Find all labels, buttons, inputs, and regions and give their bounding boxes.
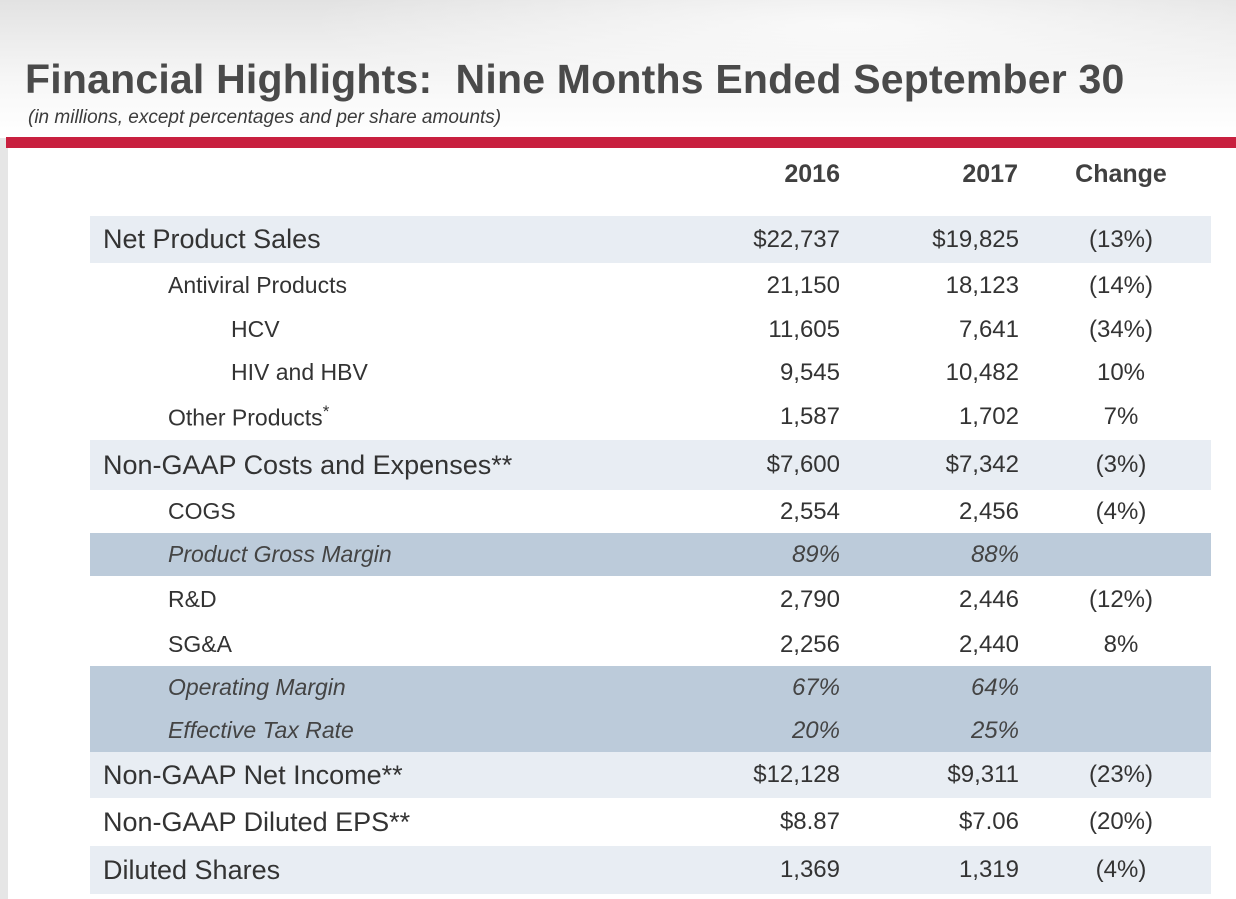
value-2016: $12,128 xyxy=(753,761,840,788)
value-2017: 7,641 xyxy=(958,315,1019,343)
value-change: (4%) xyxy=(1095,856,1147,883)
table-row: Effective Tax Rate 20% 25% xyxy=(90,709,1211,752)
value-2017: 2,456 xyxy=(958,497,1019,525)
value-2017: $9,311 xyxy=(947,761,1019,788)
row-label: Non-GAAP Net Income** xyxy=(103,759,403,790)
page-subtitle: (in millions, except percentages and per… xyxy=(28,107,502,128)
value-2017: 1,319 xyxy=(958,856,1019,883)
financial-table: Net Product Sales $22,737 $19,825 (13%) … xyxy=(90,216,1211,894)
value-change: (4%) xyxy=(1095,497,1147,525)
left-edge-strip xyxy=(0,0,8,899)
value-2017: 10,482 xyxy=(945,358,1019,386)
table-row: Diluted Shares 1,369 1,319 (4%) xyxy=(90,846,1211,894)
table-row: HCV 11,605 7,641 (34%) xyxy=(90,308,1211,351)
value-2016: 1,369 xyxy=(779,856,840,883)
value-2016: 21,150 xyxy=(766,271,840,299)
value-change: (3%) xyxy=(1095,451,1147,478)
row-label: Net Product Sales xyxy=(103,224,321,254)
accent-rule xyxy=(6,137,1236,148)
footnote-mark: * xyxy=(322,402,330,422)
value-change: (14%) xyxy=(1088,271,1154,299)
row-label: Antiviral Products xyxy=(168,272,347,298)
row-label-text: Other Products xyxy=(168,404,323,431)
value-2016: 89% xyxy=(791,540,840,568)
value-2017: 2,446 xyxy=(958,585,1019,613)
value-2016: $8.87 xyxy=(779,808,840,835)
row-label: R&D xyxy=(168,586,217,612)
value-change: (12%) xyxy=(1088,585,1154,613)
value-change: (20%) xyxy=(1088,808,1154,835)
value-2016: 1,587 xyxy=(779,403,840,430)
row-label: Effective Tax Rate xyxy=(168,717,354,743)
value-2017: $7,342 xyxy=(945,451,1019,478)
value-change: (34%) xyxy=(1088,315,1154,343)
value-2017: $7.06 xyxy=(958,808,1019,835)
value-2016: 2,554 xyxy=(779,497,840,525)
value-2017: 25% xyxy=(970,716,1019,744)
row-label: Product Gross Margin xyxy=(168,541,392,567)
column-header-2017: 2017 xyxy=(962,160,1018,188)
table-row: Net Product Sales $22,737 $19,825 (13%) xyxy=(90,216,1211,263)
value-2017: 64% xyxy=(970,673,1019,701)
row-label: HCV xyxy=(231,316,280,342)
column-header-change: Change xyxy=(1075,160,1167,188)
row-label: Other Products* xyxy=(168,402,329,432)
value-2017: 2,440 xyxy=(958,630,1019,658)
table-row: SG&A 2,256 2,440 8% xyxy=(90,623,1211,666)
row-label: Non-GAAP Costs and Expenses** xyxy=(103,449,513,480)
table-row: Other Products* 1,587 1,702 7% xyxy=(90,394,1211,440)
row-label: Diluted Shares xyxy=(103,854,281,885)
value-2016: 2,790 xyxy=(779,585,840,613)
value-2017: 88% xyxy=(970,540,1019,568)
value-change: 10% xyxy=(1096,358,1146,386)
page-title: Financial Highlights: Nine Months Ended … xyxy=(25,56,1125,102)
value-2016: $7,600 xyxy=(766,451,840,478)
slide-header: Financial Highlights: Nine Months Ended … xyxy=(0,0,1236,138)
table-row: Product Gross Margin 89% 88% xyxy=(90,533,1211,576)
value-2016: 67% xyxy=(791,673,840,701)
value-2017: $19,825 xyxy=(932,225,1019,253)
value-change: 8% xyxy=(1103,630,1139,658)
table-row: R&D 2,790 2,446 (12%) xyxy=(90,576,1211,623)
value-2017: 1,702 xyxy=(958,403,1019,430)
column-header-2016: 2016 xyxy=(784,160,840,188)
row-label: SG&A xyxy=(168,631,232,657)
row-label: Non-GAAP Diluted EPS** xyxy=(103,806,411,837)
table-row: HIV and HBV 9,545 10,482 10% xyxy=(90,351,1211,394)
table-row: Operating Margin 67% 64% xyxy=(90,666,1211,709)
table-row: Non-GAAP Net Income** $12,128 $9,311 (23… xyxy=(90,752,1211,798)
table-row: Non-GAAP Costs and Expenses** $7,600 $7,… xyxy=(90,440,1211,490)
row-label: HIV and HBV xyxy=(231,359,368,385)
value-2016: 20% xyxy=(791,716,840,744)
value-2016: 11,605 xyxy=(768,315,840,343)
row-label: COGS xyxy=(168,498,236,524)
table-row: Antiviral Products 21,150 18,123 (14%) xyxy=(90,263,1211,308)
value-2016: 2,256 xyxy=(779,630,840,658)
value-change: (13%) xyxy=(1088,225,1154,253)
value-2016: 9,545 xyxy=(779,358,840,386)
value-change: 7% xyxy=(1103,403,1139,430)
row-label: Operating Margin xyxy=(168,674,346,700)
value-change: (23%) xyxy=(1088,761,1154,788)
table-row: Non-GAAP Diluted EPS** $8.87 $7.06 (20%) xyxy=(90,798,1211,846)
table-row: COGS 2,554 2,456 (4%) xyxy=(90,490,1211,533)
value-2017: 18,123 xyxy=(945,271,1019,299)
value-2016: $22,737 xyxy=(753,225,840,253)
